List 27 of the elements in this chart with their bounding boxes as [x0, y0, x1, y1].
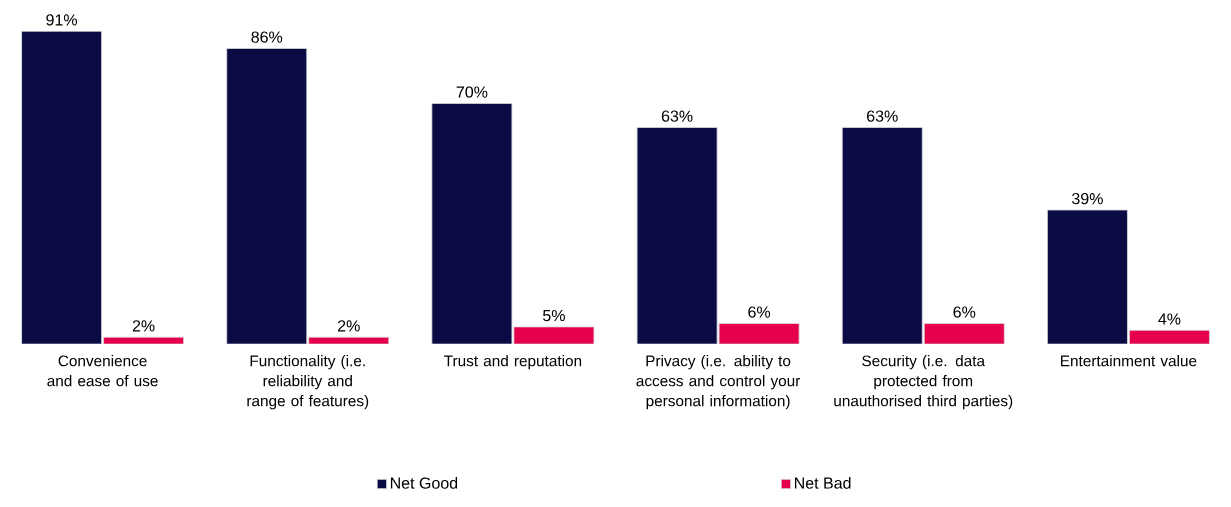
bar	[1047, 209, 1128, 345]
data-label: 63%	[661, 110, 693, 122]
x-tick-label: Convenience and ease of use	[47, 355, 158, 387]
data-label: 5%	[543, 310, 565, 322]
data-label: 2%	[132, 320, 155, 332]
data-label: 4%	[1158, 313, 1181, 325]
bar	[21, 30, 102, 345]
data-label: 2%	[338, 320, 360, 332]
bar	[431, 103, 513, 345]
data-label: 39%	[1072, 193, 1103, 205]
bar	[636, 127, 718, 345]
bar	[841, 127, 923, 345]
data-label: 70%	[456, 86, 488, 98]
x-tick-label: Entertainment value	[1061, 355, 1197, 367]
x-tick-label: Privacy (i.e. ability to access and control your personal information)	[636, 355, 801, 410]
data-label: 63%	[867, 110, 898, 122]
bar	[226, 48, 308, 345]
legend-label: Net Good	[390, 477, 458, 489]
x-tick-label: Functionality (i.e. reliability and range of features)	[247, 355, 369, 410]
bar	[103, 336, 185, 345]
data-label: 6%	[748, 306, 771, 318]
data-label: 91%	[46, 14, 78, 26]
x-tick-label: Security (i.e. data protected from unauthorised third parties)	[834, 355, 1013, 410]
data-label: 86%	[251, 31, 283, 43]
data-label: 6%	[953, 306, 976, 318]
x-tick-label: Trust and reputation	[444, 355, 582, 370]
legend-label: Net Bad	[795, 477, 851, 489]
